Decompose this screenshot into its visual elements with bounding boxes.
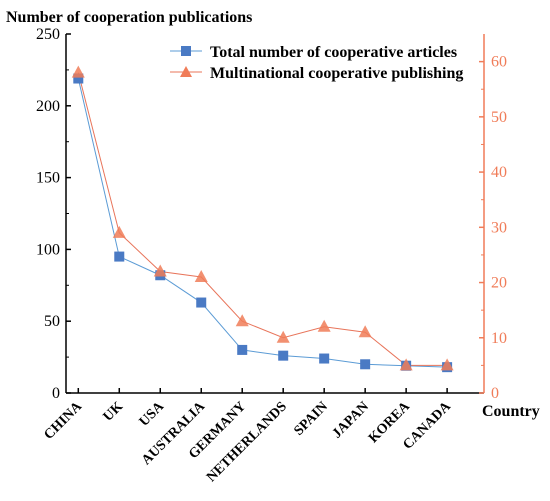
data-point-total bbox=[114, 251, 125, 262]
y-right-tick-label: 40 bbox=[491, 164, 507, 181]
data-point-multinational bbox=[317, 319, 331, 332]
data-point-total bbox=[73, 73, 84, 84]
x-tick-label: NETHERLANDS bbox=[204, 399, 290, 485]
data-point-total bbox=[196, 297, 207, 308]
data-point-multinational bbox=[112, 225, 126, 238]
data-point-total bbox=[237, 344, 248, 355]
y-left-tick-label: 100 bbox=[36, 241, 60, 258]
data-point-multinational bbox=[276, 330, 290, 343]
y-right-tick-label: 60 bbox=[491, 54, 507, 71]
data-point-multinational bbox=[194, 270, 208, 283]
data-point-total bbox=[278, 350, 289, 361]
legend-marker-triangle bbox=[180, 66, 192, 77]
y-left-tick-label: 250 bbox=[36, 26, 60, 43]
y-right-tick-label: 10 bbox=[491, 330, 507, 347]
x-tick-label: USA bbox=[137, 399, 168, 430]
x-tick-label: SPAIN bbox=[291, 399, 331, 439]
y-left-tick-label: 200 bbox=[36, 98, 60, 115]
data-point-multinational bbox=[71, 65, 85, 78]
y-right-tick-label: 0 bbox=[491, 385, 499, 402]
legend-label-multinational: Multinational cooperative publishing bbox=[210, 65, 463, 82]
legend-label-total: Total number of cooperative articles bbox=[210, 44, 457, 61]
x-axis-title: Country bbox=[482, 403, 540, 420]
y-left-tick-label: 0 bbox=[52, 385, 60, 402]
series-line bbox=[77, 72, 448, 366]
data-point-multinational bbox=[153, 264, 167, 277]
data-point-multinational bbox=[235, 314, 249, 327]
series-layer bbox=[71, 65, 454, 373]
y-right-tick-label: 20 bbox=[491, 275, 507, 292]
y-axis-left-title: Number of cooperation publications bbox=[6, 9, 252, 26]
legend: Total number of cooperative articles Mul… bbox=[170, 44, 463, 82]
legend-item-multinational: Multinational cooperative publishing bbox=[170, 65, 463, 82]
data-point-multinational bbox=[358, 325, 372, 338]
x-tick-label: UK bbox=[101, 399, 127, 425]
x-tick-label: CHINA bbox=[42, 399, 86, 443]
data-point-total bbox=[319, 353, 330, 364]
data-point-multinational bbox=[440, 358, 454, 371]
y-left-tick-label: 150 bbox=[36, 170, 60, 187]
y-right-tick-label: 50 bbox=[491, 109, 507, 126]
series-line bbox=[77, 78, 448, 368]
data-point-total bbox=[360, 359, 371, 370]
y-left-tick-label: 50 bbox=[44, 313, 60, 330]
y-right-tick-label: 30 bbox=[491, 219, 507, 236]
legend-marker-square bbox=[181, 46, 191, 56]
data-point-multinational bbox=[399, 358, 413, 371]
legend-item-total: Total number of cooperative articles bbox=[170, 44, 457, 61]
